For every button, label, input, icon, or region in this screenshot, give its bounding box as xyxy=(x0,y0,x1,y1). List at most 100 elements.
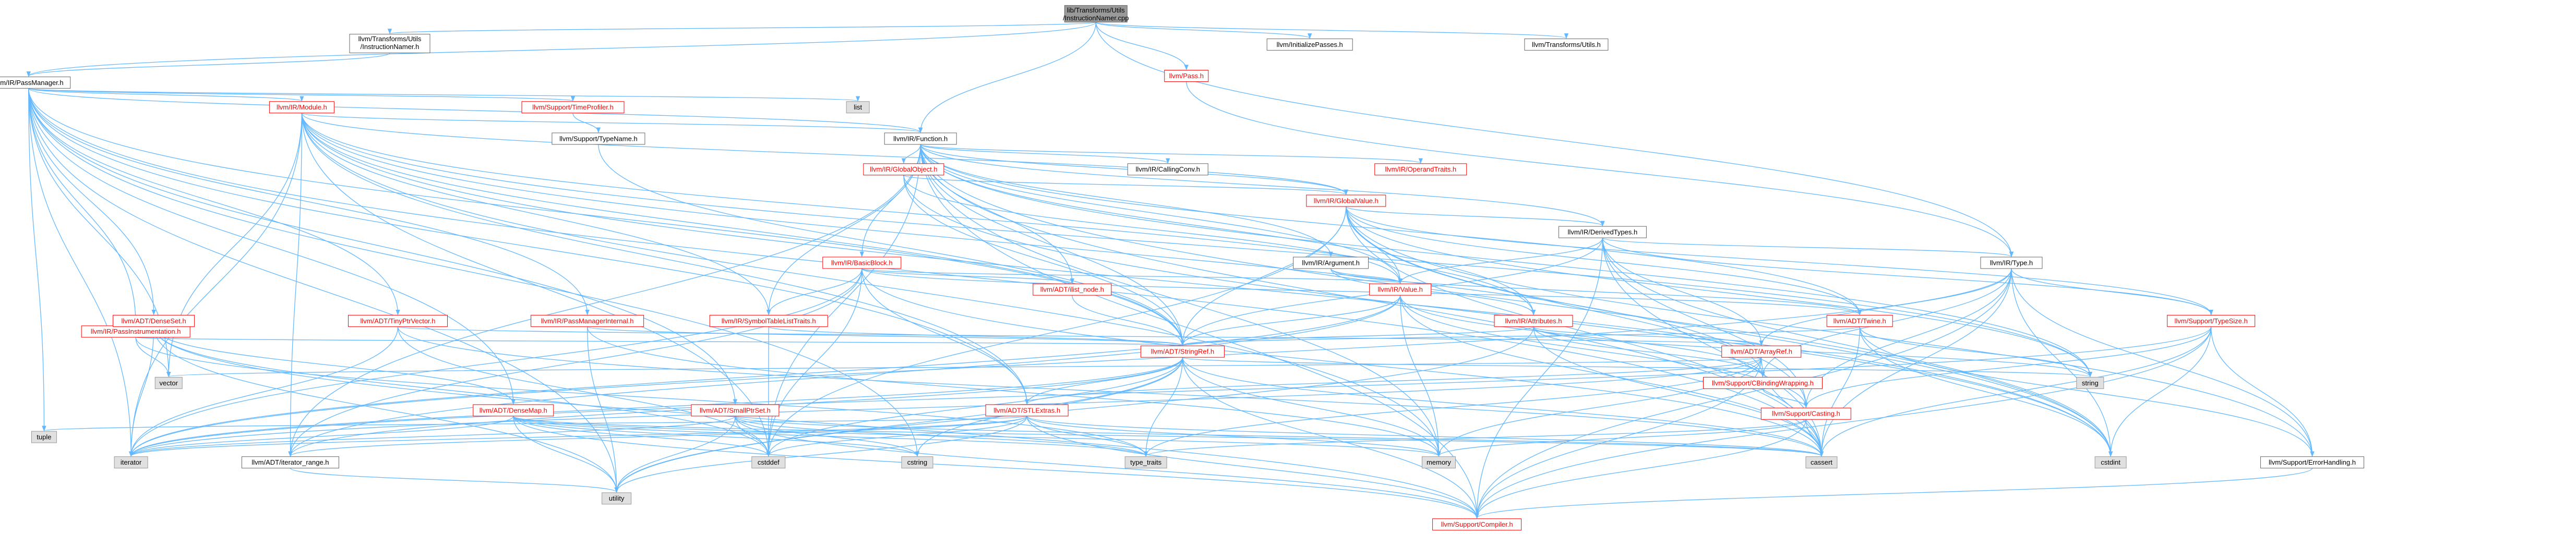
edge-tinyptr-to-iterator xyxy=(129,326,399,457)
edge-basicblock-to-value xyxy=(861,268,1403,284)
node-stlextras[interactable]: llvm/ADT/STLExtras.h xyxy=(985,404,1069,417)
node-value[interactable]: llvm/IR/Value.h xyxy=(1369,283,1432,296)
edge-cbinding-to-casting xyxy=(1762,389,1808,408)
node-function[interactable]: llvm/IR/Function.h xyxy=(884,132,957,145)
node-argument[interactable]: llvm/IR/Argument.h xyxy=(1293,257,1369,269)
edge-denseset-to-iterator xyxy=(128,326,154,457)
edge-passmgr-to-cstring xyxy=(28,88,920,457)
edge-passmgr-to-iterator xyxy=(28,88,134,457)
edge-globalval-to-stringref xyxy=(1180,206,1347,346)
node-root[interactable]: lib/Transforms/Utils/InstructionNamer.cp… xyxy=(1063,5,1129,22)
edge-smallptrset-to-typetraits xyxy=(735,416,1148,457)
node-smallptrset[interactable]: llvm/ADT/SmallPtrSet.h xyxy=(691,404,780,417)
node-passmgr[interactable]: llvm/IR/PassManager.h xyxy=(0,76,71,89)
edge-attributes-to-cassert xyxy=(1533,326,1824,457)
edge-function-to-cstddef xyxy=(766,144,921,457)
edge-densemap-to-typetraits xyxy=(513,416,1148,457)
node-pass[interactable]: llvm/Pass.h xyxy=(1164,70,1209,82)
node-typename[interactable]: llvm/Support/TypeName.h xyxy=(552,132,645,145)
node-box xyxy=(709,314,828,327)
edge-smallptrset-to-compiler xyxy=(735,416,1479,519)
edge-value-to-iterator xyxy=(129,295,1401,457)
node-box xyxy=(1760,407,1851,420)
node-iterrange[interactable]: llvm/ADT/iterator_range.h xyxy=(241,456,339,469)
node-label: llvm/Support/CBindingWrapping.h xyxy=(1712,379,1814,387)
node-symtab[interactable]: llvm/IR/SymbolTableListTraits.h xyxy=(709,314,828,327)
node-irtype[interactable]: llvm/IR/Type.h xyxy=(1980,257,2043,269)
node-vector[interactable]: vector xyxy=(154,377,183,389)
edge-globalval-to-twine xyxy=(1346,206,1862,315)
edge-basicblock-to-twine xyxy=(861,268,1862,315)
edge-typesize-to-casting xyxy=(1804,326,2212,408)
edge-typesize-to-iterator xyxy=(129,326,2212,457)
edge-module-to-iterrange xyxy=(288,113,303,457)
node-box xyxy=(1293,257,1369,269)
node-label: /InstructionNamer.h xyxy=(361,43,420,51)
node-label: lib/Transforms/Utils xyxy=(1067,6,1125,14)
node-basicblock[interactable]: llvm/IR/BasicBlock.h xyxy=(822,257,902,269)
node-string[interactable]: string xyxy=(2076,377,2104,389)
node-globalobj[interactable]: llvm/IR/GlobalObject.h xyxy=(863,163,944,176)
node-label: llvm/ADT/ArrayRef.h xyxy=(1730,348,1792,356)
node-twine[interactable]: llvm/ADT/Twine.h xyxy=(1826,314,1893,327)
node-tuple[interactable]: tuple xyxy=(31,431,57,443)
edge-passinstr-to-stringref xyxy=(135,337,1183,346)
node-box xyxy=(349,33,430,53)
node-box xyxy=(1374,163,1467,176)
node-instnamer[interactable]: llvm/Transforms/Utils/InstructionNamer.h xyxy=(349,33,430,53)
node-compiler[interactable]: llvm/Support/Compiler.h xyxy=(1432,518,1522,531)
node-label: llvm/IR/PassInstrumentation.h xyxy=(91,327,181,335)
node-passinstr[interactable]: llvm/IR/PassInstrumentation.h xyxy=(81,325,190,338)
edge-function-to-iterrange xyxy=(288,144,921,457)
node-label: llvm/ADT/STLExtras.h xyxy=(993,406,1060,414)
edge-root-to-instnamer xyxy=(388,21,1096,34)
node-cstdint[interactable]: cstdint xyxy=(2094,456,2127,469)
node-label: llvm/IR/OperandTraits.h xyxy=(1385,165,1456,173)
node-memory[interactable]: memory xyxy=(1421,456,1456,469)
node-iterator[interactable]: iterator xyxy=(114,456,148,469)
node-densemap[interactable]: llvm/ADT/DenseMap.h xyxy=(473,404,554,417)
node-list[interactable]: list xyxy=(846,101,870,114)
node-attributes[interactable]: llvm/IR/Attributes.h xyxy=(1494,314,1573,327)
edge-basicblock-to-symtab xyxy=(766,268,862,315)
node-label: llvm/InitializePasses.h xyxy=(1277,41,1343,48)
node-cstring[interactable]: cstring xyxy=(901,456,933,469)
node-cassert[interactable]: cassert xyxy=(1805,456,1838,469)
node-timeprof[interactable]: llvm/Support/TimeProfiler.h xyxy=(521,101,625,114)
edge-passmgr-to-timeprof xyxy=(28,88,575,102)
node-utility[interactable]: utility xyxy=(602,492,632,505)
node-xformutils[interactable]: llvm/Transforms/Utils.h xyxy=(1524,38,1609,51)
node-typesize[interactable]: llvm/Support/TypeSize.h xyxy=(2167,314,2256,327)
node-pmint[interactable]: llvm/IR/PassManagerInternal.h xyxy=(531,314,644,327)
node-cbinding[interactable]: llvm/Support/CBindingWrapping.h xyxy=(1703,377,1823,389)
node-cstddef[interactable]: cstddef xyxy=(751,456,786,469)
node-tinyptr[interactable]: llvm/ADT/TinyPtrVector.h xyxy=(348,314,448,327)
edge-derived-to-cstdint xyxy=(1602,238,2113,457)
node-label: llvm/IR/Function.h xyxy=(893,135,948,142)
edge-globalobj-to-globalval xyxy=(903,175,1348,195)
node-optraits[interactable]: llvm/IR/OperandTraits.h xyxy=(1374,163,1467,176)
edge-densemap-to-cassert xyxy=(513,416,1824,457)
node-label: cstring xyxy=(907,458,927,466)
node-arrayref[interactable]: llvm/ADT/ArrayRef.h xyxy=(1721,345,1802,358)
node-stringref[interactable]: llvm/ADT/StringRef.h xyxy=(1140,345,1225,358)
node-errhandling[interactable]: llvm/Support/ErrorHandling.h xyxy=(2260,456,2364,469)
node-label: llvm/ADT/DenseMap.h xyxy=(480,406,547,414)
edge-passmgr-to-module xyxy=(28,88,304,102)
node-module[interactable]: llvm/IR/Module.h xyxy=(269,101,334,114)
node-callconv[interactable]: llvm/IR/CallingConv.h xyxy=(1127,163,1208,176)
edge-tinyptr-to-cstddef xyxy=(397,326,771,457)
edge-pmint-to-memory xyxy=(586,326,1441,457)
node-denseset[interactable]: llvm/ADT/DenseSet.h xyxy=(113,314,195,327)
node-casting[interactable]: llvm/Support/Casting.h xyxy=(1760,407,1851,420)
edge-stlextras-to-utility xyxy=(614,416,1027,493)
node-box xyxy=(1164,70,1209,82)
node-ilistnode[interactable]: llvm/ADT/ilist_node.h xyxy=(1033,283,1112,296)
edge-attributes-to-string xyxy=(1533,326,2092,378)
node-initpasses[interactable]: llvm/InitializePasses.h xyxy=(1266,38,1353,51)
node-globalval[interactable]: llvm/IR/GlobalValue.h xyxy=(1306,195,1386,207)
edge-irtype-to-cstdint xyxy=(2011,268,2113,457)
edge-denseset-to-densemap xyxy=(153,326,516,405)
node-derived[interactable]: llvm/IR/DerivedTypes.h xyxy=(1558,226,1647,238)
node-typetraits[interactable]: type_traits xyxy=(1124,456,1167,469)
